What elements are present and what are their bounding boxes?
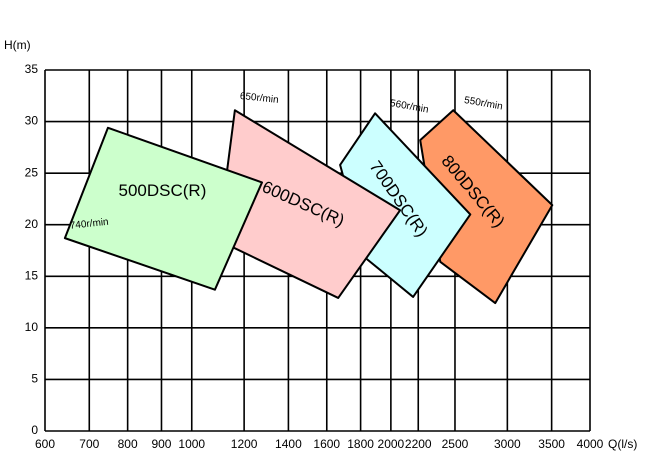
x-tick-label: 900 xyxy=(151,437,171,451)
y-axis-label: H(m) xyxy=(4,38,31,52)
x-axis-label: Q(l/s) xyxy=(608,437,637,451)
y-tick-label: 30 xyxy=(25,114,39,128)
operating-region xyxy=(419,109,554,305)
speed-label: 740r/min xyxy=(69,217,109,232)
x-tick-label: 700 xyxy=(79,437,99,451)
x-tick-label: 1400 xyxy=(275,437,302,451)
y-tick-label: 20 xyxy=(25,217,39,231)
x-tick-label: 2000 xyxy=(378,437,405,451)
x-tick-label: 2500 xyxy=(442,437,469,451)
operating-region xyxy=(339,112,472,298)
y-tick-label: 25 xyxy=(25,165,39,179)
y-tick-label: 15 xyxy=(25,268,39,282)
y-tick-label: 10 xyxy=(25,320,39,334)
speed-label: 560r/min xyxy=(389,98,429,116)
speed-label: 550r/min xyxy=(463,95,503,113)
region-name: 500DSC(R) xyxy=(119,181,207,200)
y-tick-label: 35 xyxy=(25,62,39,76)
y-tick-label: 5 xyxy=(31,372,38,386)
x-tick-label: 1600 xyxy=(313,437,340,451)
x-tick-label: 2200 xyxy=(405,437,432,451)
y-tick-label: 0 xyxy=(31,423,38,437)
x-tick-label: 1000 xyxy=(178,437,205,451)
x-tick-label: 3500 xyxy=(538,437,565,451)
x-tick-label: 600 xyxy=(35,437,55,451)
x-tick-label: 1800 xyxy=(347,437,374,451)
speed-label: 650r/min xyxy=(239,91,279,106)
x-tick-label: 3000 xyxy=(494,437,521,451)
x-tick-label: 1200 xyxy=(231,437,258,451)
x-tick-label: 4000 xyxy=(577,437,604,451)
operating-region xyxy=(63,126,263,291)
x-tick-label: 800 xyxy=(118,437,138,451)
